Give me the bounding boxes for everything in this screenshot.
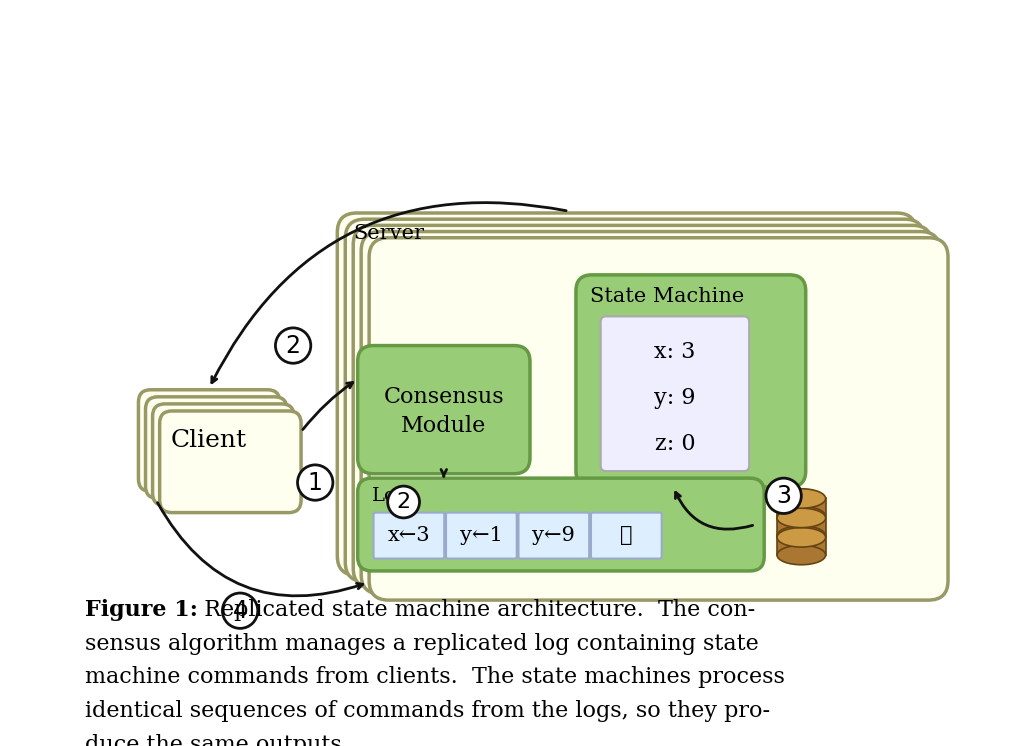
FancyBboxPatch shape xyxy=(600,316,749,471)
Circle shape xyxy=(222,593,258,628)
Text: y←1: y←1 xyxy=(460,526,503,545)
Text: z: 0: z: 0 xyxy=(655,433,696,454)
Text: y: 9: y: 9 xyxy=(654,386,696,409)
Text: machine commands from clients.  The state machines process: machine commands from clients. The state… xyxy=(85,666,785,689)
FancyBboxPatch shape xyxy=(353,225,932,588)
FancyBboxPatch shape xyxy=(591,513,662,559)
FancyBboxPatch shape xyxy=(777,537,825,555)
FancyBboxPatch shape xyxy=(358,478,765,571)
FancyBboxPatch shape xyxy=(358,345,530,474)
Text: 1: 1 xyxy=(308,471,322,495)
Text: identical sequences of commands from the logs, so they pro-: identical sequences of commands from the… xyxy=(85,700,771,722)
FancyBboxPatch shape xyxy=(369,238,948,600)
Text: Replicated state machine architecture.  The con-: Replicated state machine architecture. T… xyxy=(190,599,755,621)
Circle shape xyxy=(766,478,801,513)
FancyBboxPatch shape xyxy=(146,397,287,498)
Circle shape xyxy=(297,465,333,501)
Ellipse shape xyxy=(777,507,825,526)
Text: sensus algorithm manages a replicated log containing state: sensus algorithm manages a replicated lo… xyxy=(85,633,759,655)
Text: Consensus: Consensus xyxy=(383,386,504,408)
FancyBboxPatch shape xyxy=(576,275,806,487)
FancyBboxPatch shape xyxy=(338,213,917,575)
FancyBboxPatch shape xyxy=(139,389,280,492)
Text: Log: Log xyxy=(372,487,409,505)
Text: 4: 4 xyxy=(232,599,247,623)
Ellipse shape xyxy=(777,489,825,508)
Ellipse shape xyxy=(777,527,825,547)
Text: duce the same outputs.: duce the same outputs. xyxy=(85,733,349,746)
FancyBboxPatch shape xyxy=(152,404,294,506)
Text: x←3: x←3 xyxy=(387,526,430,545)
Text: Module: Module xyxy=(402,415,487,436)
Circle shape xyxy=(387,486,420,518)
FancyBboxPatch shape xyxy=(345,219,924,582)
Text: State Machine: State Machine xyxy=(590,287,744,307)
Text: Client: Client xyxy=(171,429,247,452)
FancyBboxPatch shape xyxy=(373,513,444,559)
Ellipse shape xyxy=(777,545,825,565)
Text: y←9: y←9 xyxy=(532,526,575,545)
FancyBboxPatch shape xyxy=(159,411,301,513)
Text: 3: 3 xyxy=(776,484,791,508)
Ellipse shape xyxy=(777,526,825,545)
Ellipse shape xyxy=(777,508,825,527)
Text: Figure 1:: Figure 1: xyxy=(85,599,199,621)
FancyBboxPatch shape xyxy=(446,513,517,559)
FancyBboxPatch shape xyxy=(777,498,825,516)
Circle shape xyxy=(276,328,311,363)
Text: x: 3: x: 3 xyxy=(654,341,696,363)
Text: 2: 2 xyxy=(396,492,411,512)
FancyBboxPatch shape xyxy=(518,513,589,559)
Text: ⋯: ⋯ xyxy=(621,526,633,545)
Text: Server: Server xyxy=(353,224,424,242)
FancyBboxPatch shape xyxy=(361,231,940,594)
FancyBboxPatch shape xyxy=(777,518,825,536)
Text: 2: 2 xyxy=(286,333,300,357)
